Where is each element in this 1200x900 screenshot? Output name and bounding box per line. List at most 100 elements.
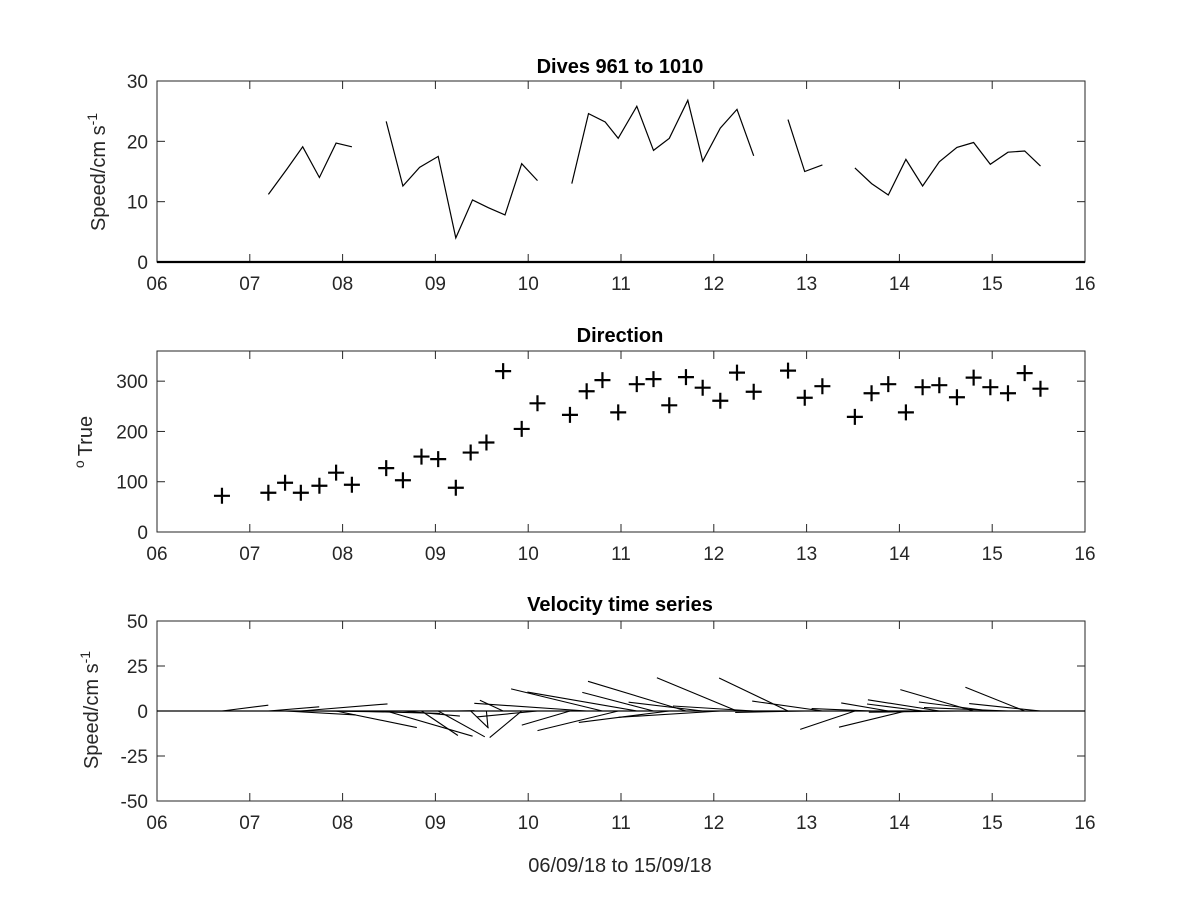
direction-point-marker xyxy=(561,406,578,423)
velocity-vector-stick xyxy=(479,699,504,712)
direction-xtick-label: 07 xyxy=(239,544,260,565)
velocity-vector-stick xyxy=(838,710,907,728)
direction-ytick-label: 100 xyxy=(116,473,148,494)
velocity-vector-stick xyxy=(965,686,1025,712)
direction-point-marker xyxy=(394,472,411,489)
velocity-vector-stick xyxy=(672,705,754,712)
direction-xtick-label: 08 xyxy=(332,544,353,565)
direction-point-marker xyxy=(378,460,395,477)
direction-point-marker xyxy=(413,448,430,465)
speed-xtick-label: 11 xyxy=(611,274,631,295)
direction-point-marker xyxy=(343,476,360,493)
velocity-vector-stick xyxy=(510,688,603,712)
direction-point-marker xyxy=(610,404,627,421)
velocity-xtick-label: 16 xyxy=(1074,813,1095,834)
direction-point-marker xyxy=(311,477,328,494)
direction-xtick-label: 13 xyxy=(796,544,817,565)
direction-point-marker xyxy=(931,377,948,394)
velocity-panel-title: Velocity time series xyxy=(527,594,713,616)
velocity-ytick-label: 0 xyxy=(137,702,148,723)
direction-point-marker xyxy=(292,484,309,501)
velocity-vector-stick xyxy=(386,710,473,737)
speed-xtick-label: 06 xyxy=(146,274,167,295)
direction-point-marker xyxy=(277,474,294,491)
velocity-vector-stick xyxy=(221,704,269,712)
velocity-vector-stick xyxy=(811,708,872,712)
speed-ytick-label: 10 xyxy=(127,193,148,214)
velocity-vector-stick xyxy=(437,710,486,738)
speed-xtick-label: 15 xyxy=(982,274,1003,295)
velocity-vector-stick xyxy=(866,703,923,712)
velocity-ytick-label: 50 xyxy=(127,612,148,633)
direction-point-marker xyxy=(796,389,813,406)
velocity-vector-stick xyxy=(587,680,687,712)
speed-panel-title: Dives 961 to 1010 xyxy=(537,56,704,78)
velocity-panel: Velocity time series Speed/cm s-1 06 07 08… xyxy=(77,594,1096,877)
direction-xtick-label: 10 xyxy=(518,544,539,565)
velocity-vector-stick xyxy=(752,700,823,712)
direction-point-marker xyxy=(729,364,745,381)
velocity-xtick-label: 12 xyxy=(703,813,724,834)
speed-panel-ylabel-exponent: -1 xyxy=(84,113,100,126)
velocity-panel-ylabel-exponent: -1 xyxy=(77,651,93,664)
velocity-vector-stick xyxy=(800,710,856,730)
speed-panel-ylabel-main: Speed/cm s xyxy=(88,125,110,231)
velocity-panel-xlabel: 06/09/18 to 15/09/18 xyxy=(528,855,712,877)
velocity-xtick-label: 09 xyxy=(425,813,446,834)
direction-panel-ylabel: o True xyxy=(71,416,97,468)
velocity-vector-stick xyxy=(735,710,805,713)
speed-ytick-label: 30 xyxy=(127,72,148,93)
direction-xtick-label: 11 xyxy=(611,544,631,565)
velocity-vector-stick xyxy=(521,710,571,726)
velocity-vector-stick xyxy=(300,703,388,712)
velocity-vector-stick xyxy=(421,710,459,736)
velocity-vector-stick xyxy=(268,706,320,712)
direction-point-marker xyxy=(628,376,645,393)
velocity-panel-ylabel: Speed/cm s-1 xyxy=(77,651,103,769)
speed-xtick-label: 09 xyxy=(425,274,446,295)
direction-point-marker xyxy=(529,395,546,412)
direction-point-marker xyxy=(645,371,662,388)
direction-point-marker xyxy=(1016,365,1033,382)
direction-point-marker xyxy=(780,362,797,379)
velocity-vector-stick xyxy=(841,702,889,712)
speed-line-segment xyxy=(854,141,1041,196)
velocity-xtick-label: 08 xyxy=(332,813,353,834)
velocity-vector-stick xyxy=(628,701,703,712)
direction-xtick-label: 15 xyxy=(982,544,1003,565)
velocity-vector-stick xyxy=(476,710,538,718)
direction-point-marker xyxy=(661,397,678,414)
direction-panel-ylabel-degree: o xyxy=(71,460,87,468)
velocity-vector-stick xyxy=(485,710,489,728)
velocity-vector-stick xyxy=(582,691,654,712)
velocity-vector-stick xyxy=(527,691,637,712)
velocity-vector-stick xyxy=(335,710,417,729)
direction-point-marker xyxy=(213,487,230,504)
direction-point-marker xyxy=(846,408,863,425)
speed-ytick-label: 0 xyxy=(137,253,148,274)
velocity-vector-stick xyxy=(923,707,1009,712)
direction-plot-area: 06 07 08 09 10 11 12 13 14 15 16 0 100 200 300 xyxy=(116,350,1096,565)
direction-point-marker xyxy=(478,434,495,451)
direction-ytick-label: 0 xyxy=(137,523,148,544)
velocity-vector-stick xyxy=(656,677,738,712)
speed-xtick-label: 14 xyxy=(889,274,911,295)
velocity-xtick-label: 13 xyxy=(796,813,817,834)
velocity-xtick-label: 07 xyxy=(239,813,260,834)
velocity-vector-stick xyxy=(489,710,523,739)
direction-point-marker xyxy=(982,379,999,396)
velocity-vector-stick xyxy=(718,677,789,712)
speed-line-segment xyxy=(385,121,538,240)
direction-point-marker xyxy=(914,379,931,396)
direction-point-marker xyxy=(462,444,479,461)
direction-point-marker xyxy=(712,392,729,409)
direction-point-marker xyxy=(430,451,447,468)
direction-xtick-label: 09 xyxy=(425,544,446,565)
direction-point-marker xyxy=(260,484,277,501)
direction-point-marker xyxy=(999,385,1016,402)
speed-line-segment xyxy=(787,119,823,173)
direction-point-marker xyxy=(578,383,595,400)
speed-line-segment xyxy=(267,142,353,195)
velocity-vector-stick xyxy=(402,710,460,717)
